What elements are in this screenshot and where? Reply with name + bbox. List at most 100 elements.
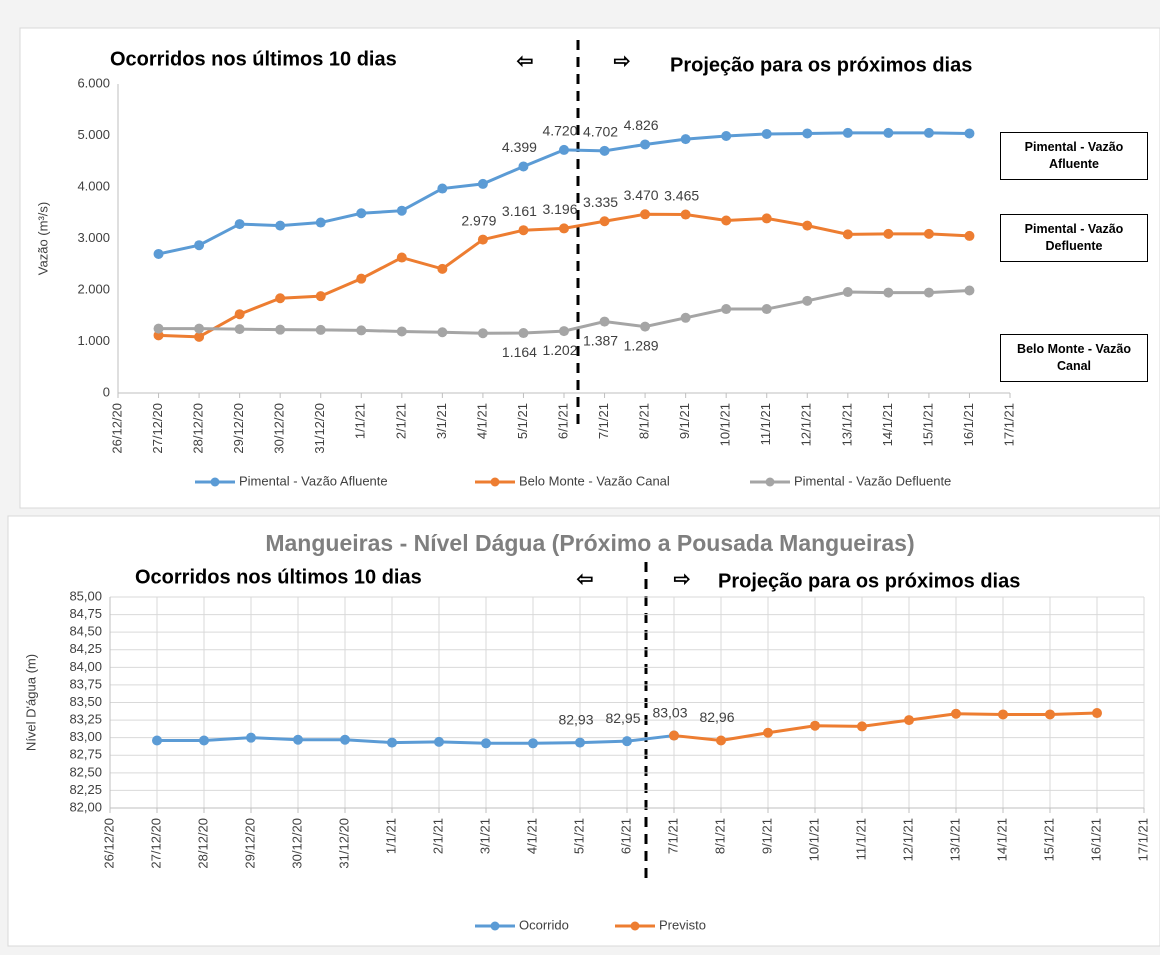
x-tick-label: 26/12/20 bbox=[101, 818, 116, 869]
point bbox=[951, 708, 961, 719]
legend-marker bbox=[630, 921, 640, 931]
x-tick-label: 7/1/21 bbox=[665, 818, 680, 854]
y-tick-label: 84,25 bbox=[69, 641, 102, 656]
x-tick-label: 5/1/21 bbox=[571, 818, 586, 854]
x-tick-label: 28/12/20 bbox=[195, 818, 210, 869]
point bbox=[234, 324, 245, 335]
point bbox=[904, 715, 914, 726]
y-axis-label: Nível D'água (m) bbox=[23, 654, 38, 751]
legend-label: Pimental - Vazão Defluente bbox=[794, 473, 951, 488]
legend-marker bbox=[490, 921, 500, 931]
x-tick-label: 31/12/20 bbox=[336, 818, 351, 869]
point bbox=[599, 145, 610, 156]
point bbox=[356, 325, 367, 336]
point bbox=[964, 285, 975, 296]
data-label: 1.202 bbox=[542, 342, 577, 358]
x-tick-label: 16/1/21 bbox=[1088, 818, 1103, 861]
data-label: 83,03 bbox=[652, 704, 687, 720]
point bbox=[340, 734, 350, 745]
point bbox=[923, 127, 934, 138]
series-line bbox=[673, 711, 1098, 742]
y-tick-label: 85,00 bbox=[69, 588, 102, 603]
x-tick-label: 14/1/21 bbox=[994, 818, 1009, 861]
legend-marker bbox=[765, 477, 775, 487]
x-tick-label: 3/1/21 bbox=[434, 403, 449, 439]
point bbox=[1092, 708, 1102, 719]
side-label: Pimental - Vazão Defluente bbox=[1000, 214, 1148, 262]
y-tick-label: 82,75 bbox=[69, 747, 102, 762]
y-tick-label: 0 bbox=[103, 384, 110, 399]
x-tick-label: 4/1/21 bbox=[524, 818, 539, 854]
point bbox=[622, 736, 632, 747]
x-tick-label: 9/1/21 bbox=[759, 818, 774, 854]
legend-label: Previsto bbox=[659, 917, 706, 932]
y-tick-label: 83,50 bbox=[69, 694, 102, 709]
annotation: Projeção para os próximos dias bbox=[670, 54, 972, 76]
point bbox=[199, 735, 209, 746]
point bbox=[599, 316, 610, 327]
x-tick-label: 27/12/20 bbox=[150, 403, 165, 454]
y-tick-label: 4.000 bbox=[77, 178, 110, 193]
annotation: ⇦ bbox=[517, 50, 534, 72]
point bbox=[315, 217, 326, 228]
x-tick-label: 2/1/21 bbox=[393, 403, 408, 439]
x-tick-label: 8/1/21 bbox=[637, 403, 652, 439]
annotation: Ocorridos nos últimos 10 dias bbox=[110, 48, 397, 70]
data-label: 82,93 bbox=[558, 711, 593, 727]
x-tick-label: 13/1/21 bbox=[839, 403, 854, 446]
point bbox=[194, 323, 205, 334]
data-label: 82,95 bbox=[605, 710, 640, 726]
point bbox=[518, 161, 529, 172]
y-tick-label: 83,75 bbox=[69, 676, 102, 691]
data-label: 3.161 bbox=[502, 203, 537, 219]
data-label: 4.826 bbox=[624, 117, 659, 133]
point bbox=[356, 273, 367, 284]
point bbox=[518, 328, 529, 339]
x-tick-label: 16/1/21 bbox=[961, 403, 976, 446]
point bbox=[315, 291, 326, 302]
y-tick-label: 1.000 bbox=[77, 333, 110, 348]
point bbox=[153, 323, 164, 334]
point bbox=[761, 304, 772, 315]
data-label: 3.465 bbox=[664, 187, 699, 203]
x-tick-label: 1/1/21 bbox=[353, 403, 368, 439]
y-tick-label: 83,25 bbox=[69, 712, 102, 727]
side-label: Pimental - Vazão Afluente bbox=[1000, 132, 1148, 180]
point bbox=[842, 229, 853, 240]
x-tick-label: 17/1/21 bbox=[1001, 403, 1016, 446]
x-tick-label: 17/1/21 bbox=[1135, 818, 1150, 861]
x-tick-label: 13/1/21 bbox=[947, 818, 962, 861]
x-tick-label: 29/12/20 bbox=[242, 818, 257, 869]
y-tick-label: 5.000 bbox=[77, 127, 110, 142]
point bbox=[275, 293, 286, 304]
side-label: Belo Monte - Vazão Canal bbox=[1000, 334, 1148, 382]
point bbox=[680, 134, 691, 145]
x-tick-label: 12/1/21 bbox=[900, 818, 915, 861]
point bbox=[669, 730, 679, 741]
point bbox=[528, 738, 538, 749]
x-tick-label: 10/1/21 bbox=[718, 403, 733, 446]
y-tick-label: 6.000 bbox=[77, 75, 110, 90]
data-label: 3.196 bbox=[542, 201, 577, 217]
point bbox=[437, 263, 448, 274]
point bbox=[194, 240, 205, 251]
legend-label: Ocorrido bbox=[519, 917, 569, 932]
point bbox=[293, 734, 303, 745]
x-tick-label: 6/1/21 bbox=[555, 403, 570, 439]
point bbox=[559, 223, 569, 234]
point bbox=[153, 248, 164, 259]
point bbox=[680, 209, 691, 220]
x-tick-label: 15/1/21 bbox=[920, 403, 935, 446]
x-tick-label: 29/12/20 bbox=[231, 403, 246, 454]
annotation: Projeção para os próximos dias bbox=[718, 570, 1020, 592]
point bbox=[640, 321, 651, 332]
point bbox=[234, 309, 245, 320]
x-tick-label: 11/1/21 bbox=[853, 818, 868, 860]
data-label: 1.289 bbox=[624, 337, 659, 353]
y-axis-label: Vazão (m³/s) bbox=[35, 202, 50, 275]
point bbox=[964, 230, 975, 241]
series-line bbox=[157, 734, 675, 745]
point bbox=[721, 215, 732, 226]
